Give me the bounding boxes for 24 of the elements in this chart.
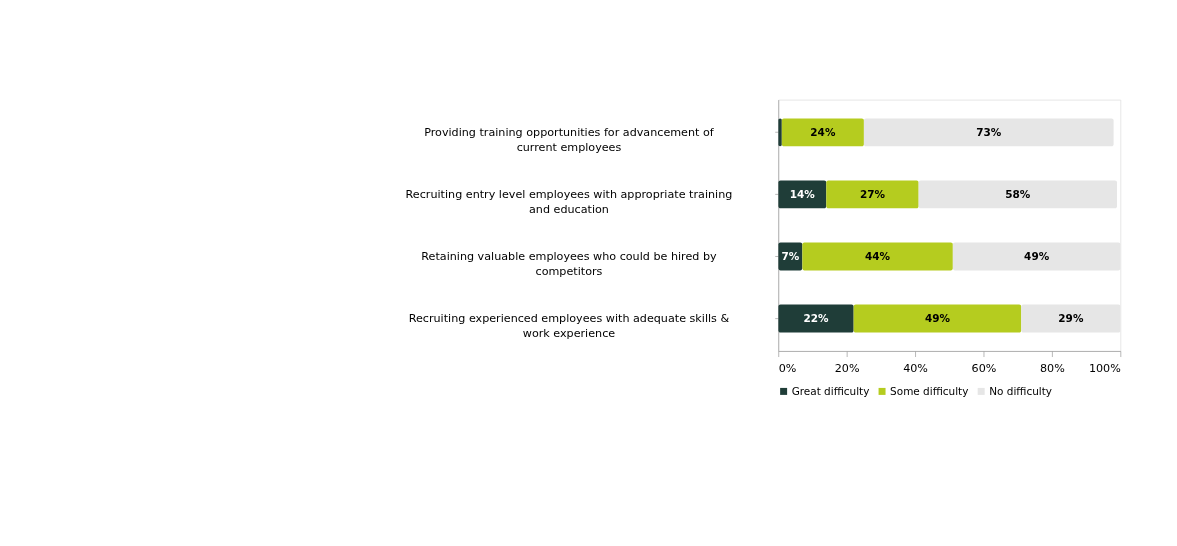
x-tick-label: 20% xyxy=(834,361,860,375)
data-label: 22% xyxy=(803,312,830,324)
data-label: 27% xyxy=(859,187,886,200)
data-label: 44% xyxy=(865,249,891,262)
y-tick-label: Providing training opportunities for advancement of current employees xyxy=(424,125,715,155)
legend-label: Great difficulty xyxy=(791,384,870,397)
x-tick-label: 80% xyxy=(1039,361,1065,375)
legend-label: No difficulty xyxy=(989,384,1053,397)
data-label: 7% xyxy=(781,249,800,262)
x-tick-label: 0% xyxy=(778,361,797,375)
data-label: 49% xyxy=(924,312,951,324)
data-label: 14% xyxy=(789,187,816,200)
x-tick-label: 40% xyxy=(903,361,928,375)
y-tick-label: Recruiting entry level employees with appropriate training and education xyxy=(405,187,733,217)
data-label: 29% xyxy=(1058,312,1084,324)
y-tick-label: Recruiting experienced employees with adequate skills & work experience xyxy=(408,312,730,341)
data-label: 24% xyxy=(810,125,836,138)
data-label: 73% xyxy=(976,125,1002,138)
x-tick-label: 100% xyxy=(1088,361,1121,375)
data-label: 49% xyxy=(1024,249,1050,262)
legend-label: Some difficulty xyxy=(890,384,969,397)
x-tick-label: 60% xyxy=(971,361,997,375)
data-label: 58% xyxy=(1005,187,1031,200)
y-tick-label: Retaining valuable employees who could be hired by competitors xyxy=(421,249,717,279)
